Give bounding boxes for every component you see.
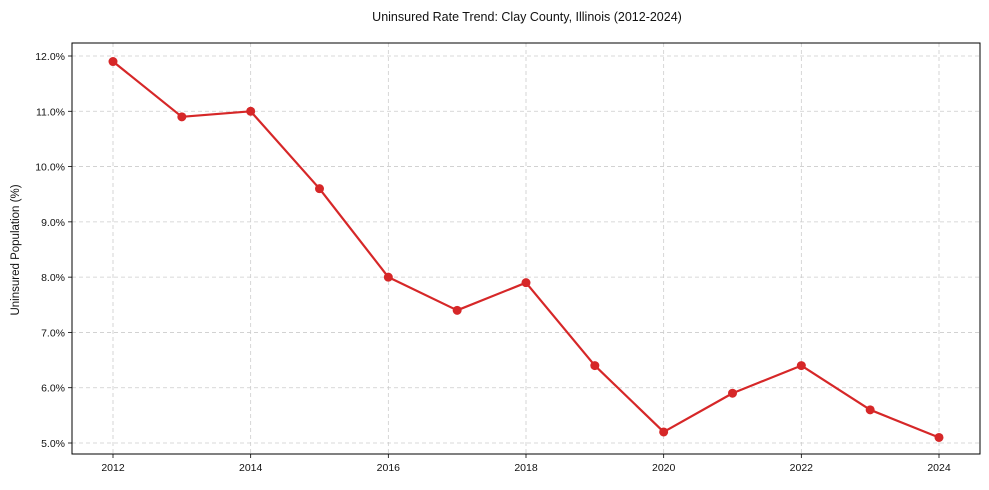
- y-tick-label: 9.0%: [41, 217, 65, 229]
- chart-title: Uninsured Rate Trend: Clay County, Illin…: [372, 10, 682, 24]
- x-tick-label: 2024: [927, 462, 951, 474]
- data-point: [315, 184, 324, 194]
- data-point: [934, 432, 944, 442]
- data-point: [108, 57, 118, 67]
- y-tick-label: 6.0%: [41, 383, 65, 395]
- x-tick-label: 2014: [239, 462, 263, 474]
- y-tick-label: 5.0%: [41, 438, 65, 450]
- data-point: [865, 405, 875, 415]
- x-tick-label: 2020: [652, 462, 676, 474]
- data-point: [521, 278, 531, 288]
- data-point: [796, 361, 806, 371]
- data-point: [590, 361, 600, 371]
- y-tick-label: 10.0%: [35, 162, 65, 174]
- x-tick-label: 2022: [790, 462, 814, 474]
- y-tick-label: 8.0%: [41, 272, 65, 284]
- data-point: [452, 305, 462, 315]
- y-tick-label: 7.0%: [41, 327, 65, 339]
- data-point: [659, 427, 669, 437]
- plot-frame: [71, 42, 981, 455]
- y-tick-label: 11.0%: [36, 106, 65, 118]
- x-tick-label: 2012: [101, 462, 125, 474]
- x-tick-label: 2016: [377, 462, 401, 474]
- data-point: [728, 388, 737, 398]
- data-point: [177, 112, 187, 122]
- x-tick-label: 2018: [514, 462, 538, 474]
- data-point: [383, 272, 393, 282]
- data-point: [246, 106, 256, 116]
- y-tick-label: 12.0%: [35, 51, 65, 63]
